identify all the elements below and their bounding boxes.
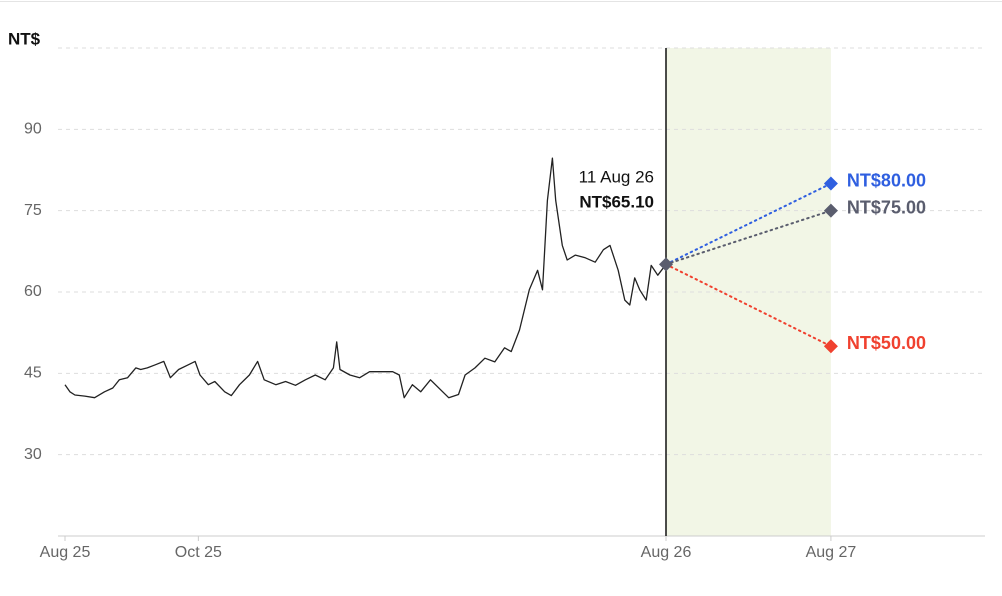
forecast-marker	[823, 203, 838, 218]
forecast-marker	[823, 176, 838, 191]
forecast-marker	[823, 339, 838, 354]
forecast-label: NT$50.00	[847, 333, 926, 353]
x-tick-label: Aug 25	[40, 544, 91, 561]
forecast-line	[665, 263, 832, 348]
price-line	[64, 157, 667, 399]
x-tick-label: Aug 26	[641, 544, 692, 561]
current-date-label: 11 Aug 26	[579, 167, 654, 186]
current-marker	[659, 257, 673, 272]
y-unit-label: NT$	[8, 29, 41, 48]
x-tick-label: Oct 25	[175, 544, 222, 561]
forecast-line	[665, 182, 832, 266]
current-value-label: NT$65.10	[579, 192, 654, 211]
x-tick-label: Aug 27	[806, 544, 857, 561]
y-tick-label: 30	[24, 446, 42, 463]
y-tick-label: 45	[24, 365, 42, 382]
forecast-label: NT$75.00	[847, 197, 926, 217]
forecast-line	[665, 209, 832, 266]
forecast-label: NT$80.00	[847, 170, 926, 190]
y-tick-label: 90	[24, 121, 42, 138]
y-tick-label: 60	[24, 283, 42, 300]
y-tick-label: 75	[24, 202, 42, 219]
